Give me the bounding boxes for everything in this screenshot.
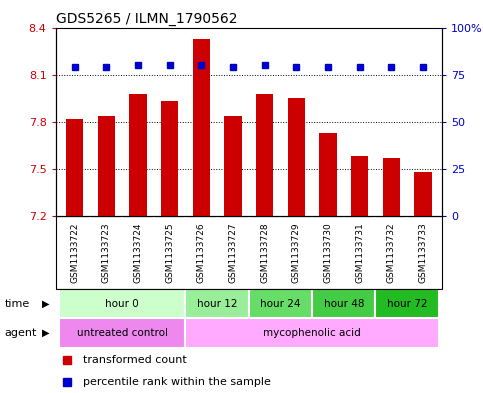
Text: GSM1133727: GSM1133727 [228, 222, 238, 283]
Text: hour 72: hour 72 [387, 299, 427, 309]
Bar [59, 318, 185, 348]
Text: GSM1133723: GSM1133723 [102, 222, 111, 283]
Text: GSM1133733: GSM1133733 [418, 222, 427, 283]
Bar [59, 289, 185, 318]
Text: GSM1133725: GSM1133725 [165, 222, 174, 283]
Text: GSM1133730: GSM1133730 [324, 222, 332, 283]
Text: GSM1133724: GSM1133724 [133, 222, 142, 283]
Bar [185, 318, 439, 348]
Text: transformed count: transformed count [83, 355, 186, 365]
Text: GSM1133728: GSM1133728 [260, 222, 269, 283]
Bar [185, 289, 249, 318]
Bar [193, 39, 210, 216]
Bar [66, 119, 83, 216]
Text: agent: agent [5, 328, 37, 338]
Bar [414, 172, 432, 216]
Text: GSM1133731: GSM1133731 [355, 222, 364, 283]
Bar [351, 156, 369, 216]
Text: hour 0: hour 0 [105, 299, 139, 309]
Text: GSM1133732: GSM1133732 [387, 222, 396, 283]
Text: hour 12: hour 12 [197, 299, 237, 309]
Bar [249, 289, 312, 318]
Text: mycophenolic acid: mycophenolic acid [263, 328, 361, 338]
Text: GSM1133722: GSM1133722 [70, 222, 79, 283]
Bar [383, 158, 400, 216]
Bar [129, 94, 147, 216]
Text: time: time [5, 299, 30, 309]
Bar [256, 94, 273, 216]
Bar [224, 116, 242, 216]
Bar [375, 289, 439, 318]
Text: GSM1133726: GSM1133726 [197, 222, 206, 283]
Text: hour 48: hour 48 [324, 299, 364, 309]
Text: ▶: ▶ [42, 299, 50, 309]
Text: ▶: ▶ [42, 328, 50, 338]
Bar [319, 133, 337, 216]
Text: GSM1133729: GSM1133729 [292, 222, 301, 283]
Text: percentile rank within the sample: percentile rank within the sample [83, 377, 270, 387]
Text: hour 24: hour 24 [260, 299, 300, 309]
Bar [98, 116, 115, 216]
Text: GDS5265 / ILMN_1790562: GDS5265 / ILMN_1790562 [56, 13, 237, 26]
Bar [287, 98, 305, 216]
Bar [312, 289, 375, 318]
Bar [161, 101, 178, 216]
Text: untreated control: untreated control [77, 328, 168, 338]
